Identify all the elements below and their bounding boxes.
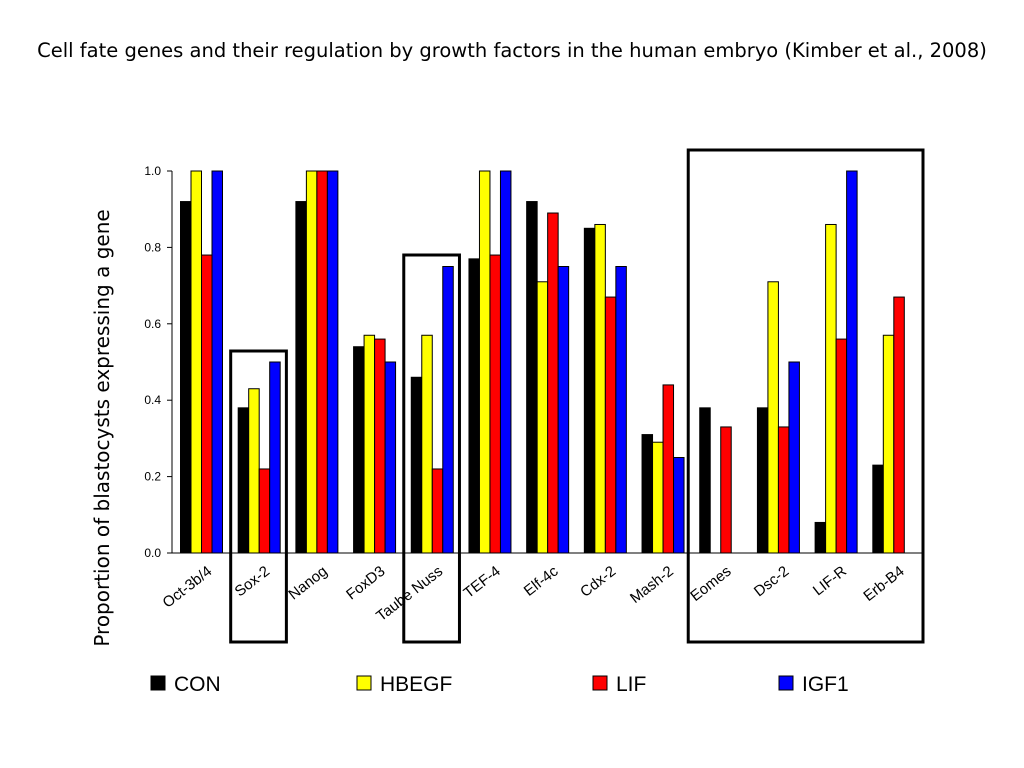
legend-label: IGF1 (802, 673, 849, 696)
bar (756, 407, 769, 554)
legend-swatch (778, 675, 794, 691)
y-tick-label: 0.0 (144, 546, 161, 560)
bar (557, 266, 570, 554)
bar (316, 170, 328, 554)
bar (237, 407, 250, 554)
bar (814, 521, 827, 554)
bar (295, 201, 307, 554)
x-tick-label: TEF-4 (460, 563, 503, 602)
x-tick-label: Dsc-2 (751, 563, 792, 601)
bar (478, 170, 491, 554)
x-tick-label: Erb-B4 (860, 563, 907, 605)
bar (825, 223, 837, 554)
bar (788, 361, 800, 554)
highlight-box (402, 253, 461, 644)
bar (777, 426, 790, 554)
bar (248, 388, 260, 554)
bar (353, 346, 365, 554)
bar (421, 334, 433, 554)
bar (547, 212, 559, 554)
highlight-box (229, 349, 288, 644)
bar (489, 254, 501, 554)
y-axis-label: Proportion of blastocysts expressing a g… (90, 209, 114, 646)
bar (720, 426, 732, 554)
bar (305, 170, 318, 554)
bar (882, 334, 895, 554)
bar (615, 266, 627, 554)
y-tick-label: 0.6 (144, 317, 161, 331)
legend-label: LIF (616, 673, 646, 696)
highlight-box (686, 148, 925, 644)
plot-area: 0.0 0.2 0.4 0.6 0.8 1.0 Oct-3b/4 Sox-2 Nanog FoxD… (144, 148, 925, 644)
x-tick-label: Sox-2 (232, 563, 273, 601)
bar (211, 170, 223, 554)
legend-swatch (356, 675, 372, 691)
y-tick-label: 1.0 (144, 164, 161, 178)
bar (384, 361, 397, 554)
legend-label: HBEGF (380, 673, 452, 696)
bar (431, 468, 444, 554)
y-tick-label: 0.8 (144, 240, 161, 254)
bar (652, 441, 664, 554)
y-tick-label: 0.2 (144, 470, 161, 484)
bar (499, 170, 512, 554)
x-tick-label: Elf-4c (521, 562, 562, 599)
bar (536, 281, 549, 554)
x-tick-label: Eomes (687, 563, 734, 605)
bar (468, 258, 480, 554)
bar (893, 296, 905, 554)
bar (641, 434, 654, 554)
bar (201, 254, 213, 554)
bar (374, 338, 386, 554)
bar (526, 201, 538, 554)
y-tick-label: 0.4 (144, 393, 161, 407)
legend-swatch (592, 675, 608, 691)
x-tick-label: Nanog (285, 563, 330, 604)
legend-swatch (150, 675, 166, 691)
slide-title: Cell fate genes and their regulation by … (37, 39, 987, 62)
bar (835, 338, 848, 554)
bar (594, 223, 606, 554)
x-tick-label: FoxD3 (343, 563, 388, 604)
bar (363, 334, 376, 554)
bar (269, 361, 281, 554)
bar (846, 170, 858, 554)
bar (258, 468, 271, 554)
legend: CON HBEGF LIF IGF1 (150, 673, 849, 696)
bar (190, 170, 202, 554)
bar (699, 407, 711, 554)
x-tick-label: Cdx-2 (577, 563, 619, 601)
bar (767, 281, 779, 554)
x-tick-label: Oct-3b/4 (160, 563, 216, 612)
x-tick-label: LIF-R (810, 563, 850, 600)
bar (583, 227, 596, 554)
bar (410, 376, 423, 554)
bar (662, 384, 675, 554)
bar (442, 266, 454, 554)
bar (872, 464, 884, 554)
legend-label: CON (174, 673, 221, 696)
bar (326, 170, 339, 554)
x-tick-label: Mash-2 (627, 563, 677, 607)
bar (180, 201, 192, 554)
bar (673, 457, 685, 554)
bar (604, 296, 617, 554)
